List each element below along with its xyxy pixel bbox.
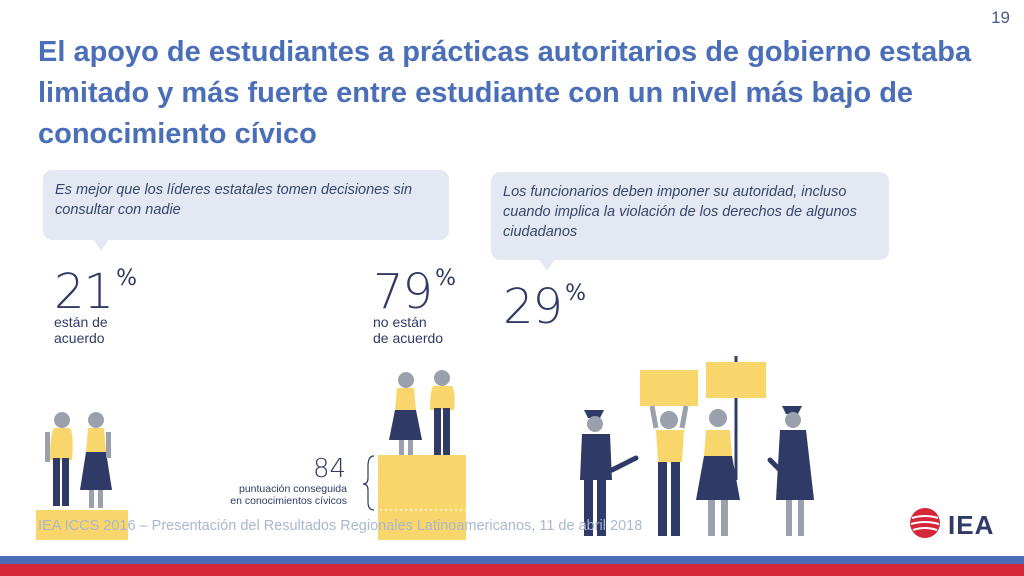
police-officer-right-icon	[767, 406, 814, 536]
iea-logo-text: IEA	[948, 510, 995, 540]
civic-score-value: 84	[313, 454, 347, 484]
footer-bar-red	[0, 564, 1024, 576]
footer-bar-blue	[0, 556, 1024, 564]
score-brace-icon	[362, 455, 375, 511]
page-number: 19	[991, 8, 1010, 27]
protester-sign-right-icon	[696, 356, 766, 536]
stat-officials: 29%	[503, 281, 586, 331]
iea-globe-icon	[910, 508, 940, 538]
stat-disagree-label-2: de acuerdo	[373, 330, 444, 346]
student-girl-high-icon	[389, 372, 422, 455]
stat-disagree: 79% no están de acuerdo	[373, 266, 456, 346]
slide-title: El apoyo de estudiantes a prácticas auto…	[38, 36, 972, 150]
stat-disagree-unit: %	[435, 266, 456, 291]
speech-bubble-officials: Los funcionarios deben imponer su autori…	[491, 172, 889, 271]
stat-disagree-label-1: no están	[373, 314, 427, 330]
footer-text: IEA ICCS 2016 – Presentación del Resulta…	[38, 518, 643, 534]
protester-sign-left-icon	[640, 370, 698, 536]
bubble-leaders-text: Es mejor que los líderes estatales tomen…	[55, 182, 413, 218]
stat-officials-unit: %	[565, 281, 586, 306]
stat-agree: 21% están de acuerdo	[54, 266, 137, 346]
students-illustration	[36, 356, 814, 540]
stat-disagree-value: 79	[373, 264, 433, 320]
civic-score-label-2: en conocimientos cívicos	[230, 495, 347, 507]
stat-agree-unit: %	[116, 266, 137, 291]
bubble-officials-text: Los funcionarios deben imponer su autori…	[503, 184, 857, 240]
speech-bubble-leaders: Es mejor que los líderes estatales tomen…	[43, 170, 449, 251]
high-pedestal	[378, 455, 466, 540]
stat-agree-value: 21	[54, 264, 114, 320]
stat-agree-label-2: acuerdo	[54, 330, 105, 346]
civic-score-label-1: puntuación conseguida	[238, 483, 347, 495]
police-officer-left-icon	[580, 410, 639, 536]
student-boy-high-icon	[430, 370, 455, 455]
low-pedestal	[36, 510, 128, 540]
student-girl-left-icon	[80, 412, 112, 508]
iea-logo: IEA	[908, 506, 1018, 542]
civic-score-label: puntuación conseguida en conocimientos c…	[222, 483, 347, 507]
stat-officials-value: 29	[503, 279, 563, 335]
student-boy-left-icon	[45, 412, 73, 506]
stat-agree-label-1: están de	[54, 314, 108, 330]
